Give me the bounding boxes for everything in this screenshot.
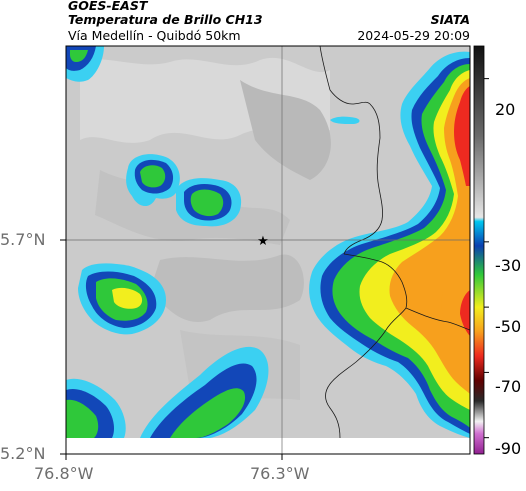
boundary-line-2 xyxy=(325,253,408,439)
map-frame xyxy=(65,45,471,455)
colorbar-label: 20 xyxy=(495,100,516,119)
lat-tick-label: 5.2°N xyxy=(0,444,46,463)
lon-tick-label: 76.8°W xyxy=(34,464,94,483)
star-icon: ★ xyxy=(257,234,269,249)
gray-cloud-3 xyxy=(240,80,331,180)
region-label: Vía Medellín - Quibdó 50km xyxy=(68,28,241,43)
satellite-title: GOES-EAST xyxy=(68,0,148,13)
datetime-label: 2024-05-29 20:09 xyxy=(357,28,470,43)
colorbar xyxy=(473,45,485,455)
product-title: Temperatura de Brillo CH13 xyxy=(68,12,263,27)
colorbar-label: -70 xyxy=(495,377,522,396)
lat-tick-label: 5.7°N xyxy=(0,230,46,249)
storm-red xyxy=(454,86,470,186)
colorbar-label: -50 xyxy=(495,317,522,336)
organization-label: SIATA xyxy=(430,12,470,27)
lon-tick-label: 76.3°W xyxy=(250,464,310,483)
colorbar-ticks xyxy=(484,78,489,439)
colorbar-label: -90 xyxy=(495,439,522,458)
boundary-line-3 xyxy=(405,307,470,331)
gray-cloud xyxy=(150,254,304,323)
boundary-line xyxy=(319,46,383,255)
map-area: ★ xyxy=(66,46,470,454)
colorbar-label: -30 xyxy=(495,256,522,275)
cell-small xyxy=(330,116,360,124)
no-data-band xyxy=(66,438,470,454)
